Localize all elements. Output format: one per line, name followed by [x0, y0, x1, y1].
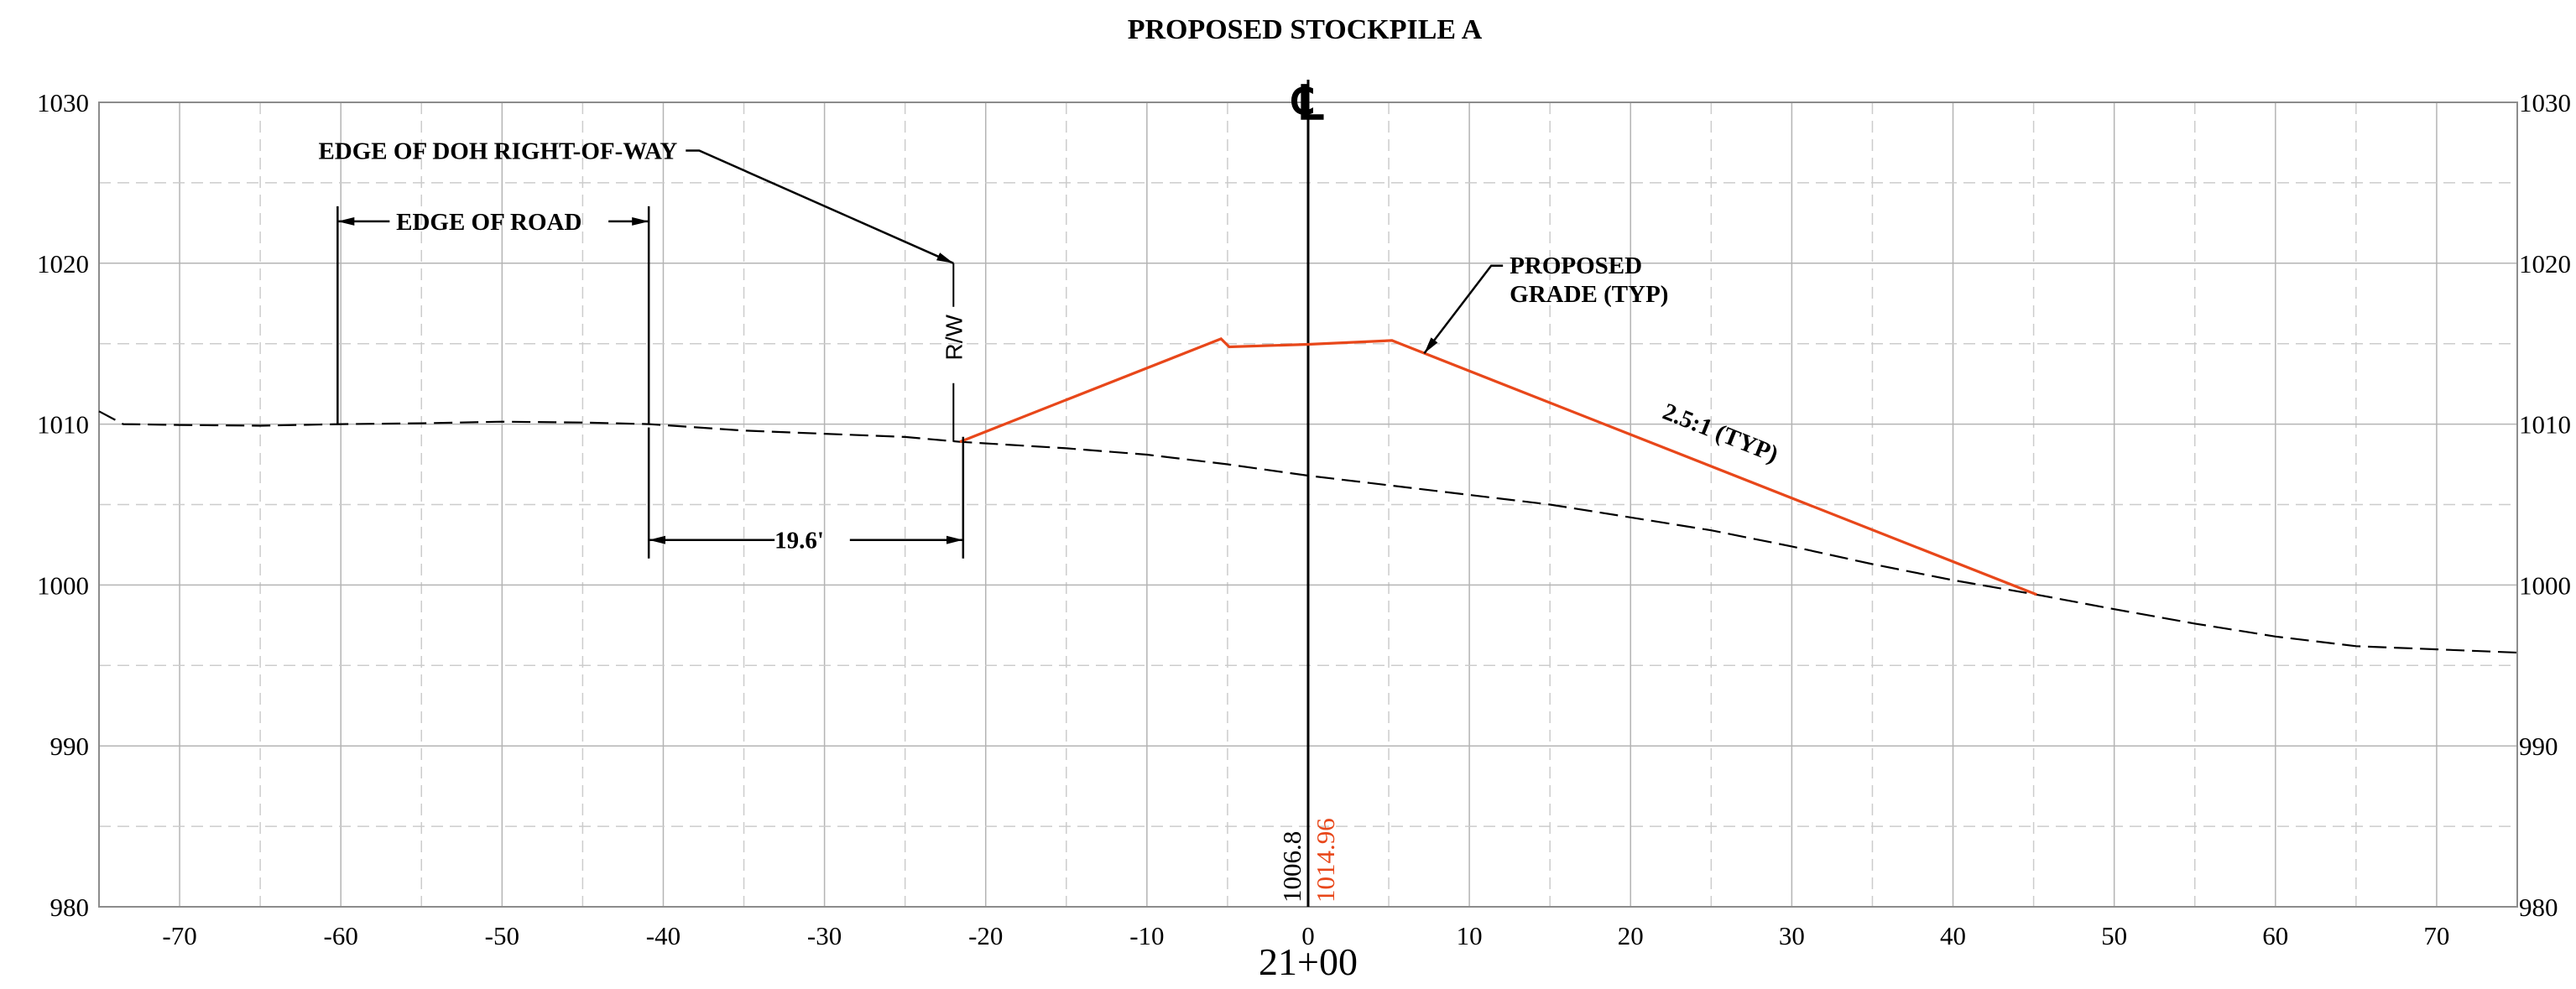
- existing-profile-line: [98, 410, 2518, 654]
- x-tick-label: 40: [1940, 921, 1966, 950]
- x-tick-label: -20: [968, 921, 1003, 950]
- x-tick-label: -40: [646, 921, 681, 950]
- offset-dimension-label: 19.6': [774, 528, 824, 554]
- x-tick-label: 60: [2262, 921, 2288, 950]
- y-tick-label-left: 990: [50, 731, 90, 761]
- slope-label: 2.5:1 (TYP): [1659, 398, 1782, 468]
- x-tick-label: -60: [324, 921, 358, 950]
- x-tick-label: 50: [2101, 921, 2127, 950]
- x-tick-label: 0: [1301, 921, 1315, 950]
- rw-marker-label: R/W: [941, 314, 967, 360]
- x-tick-label: 70: [2423, 921, 2449, 950]
- y-tick-label-left: 1030: [37, 88, 89, 117]
- y-tick-label-left: 980: [50, 893, 90, 922]
- proposed-grade-leader: [1423, 264, 1504, 354]
- y-tick-label-right: 980: [2519, 893, 2558, 922]
- proposed-elevation-readout: 1014.96: [1311, 818, 1340, 903]
- y-tick-label-left: 1020: [37, 249, 89, 278]
- x-tick-label: -50: [485, 921, 519, 950]
- y-tick-label-right: 990: [2519, 731, 2558, 761]
- right-of-way-label: EDGE OF DOH RIGHT-OF-WAY: [318, 138, 677, 165]
- y-tick-label-right: 1010: [2519, 410, 2571, 440]
- proposed-grade-label-line1: PROPOSED: [1510, 252, 1642, 279]
- x-tick-label: 10: [1457, 921, 1483, 950]
- y-tick-label-right: 1030: [2519, 88, 2571, 117]
- x-tick-label: -10: [1129, 921, 1164, 950]
- edge-of-road-label: EDGE OF ROAD: [396, 209, 581, 236]
- y-tick-label-left: 1010: [37, 410, 89, 440]
- chart-title: PROPOSED STOCKPILE A: [1128, 14, 1483, 45]
- centerline-symbol: ℄: [1291, 78, 1324, 130]
- proposed-profile-line: [959, 337, 2037, 596]
- x-tick-label: -30: [807, 921, 842, 950]
- x-tick-label: 30: [1779, 921, 1805, 950]
- proposed-grade-label-line2: GRADE (TYP): [1510, 281, 1668, 308]
- station-label: 21+00: [1259, 940, 1358, 983]
- right-of-way-leader: [686, 149, 954, 264]
- y-tick-label-left: 1000: [37, 570, 89, 600]
- y-tick-label-right: 1000: [2519, 570, 2571, 600]
- x-tick-label: -70: [162, 921, 196, 950]
- x-tick-label: 20: [1618, 921, 1644, 950]
- existing-elevation-readout: 1006.8: [1277, 831, 1306, 903]
- y-tick-label-right: 1020: [2519, 249, 2571, 278]
